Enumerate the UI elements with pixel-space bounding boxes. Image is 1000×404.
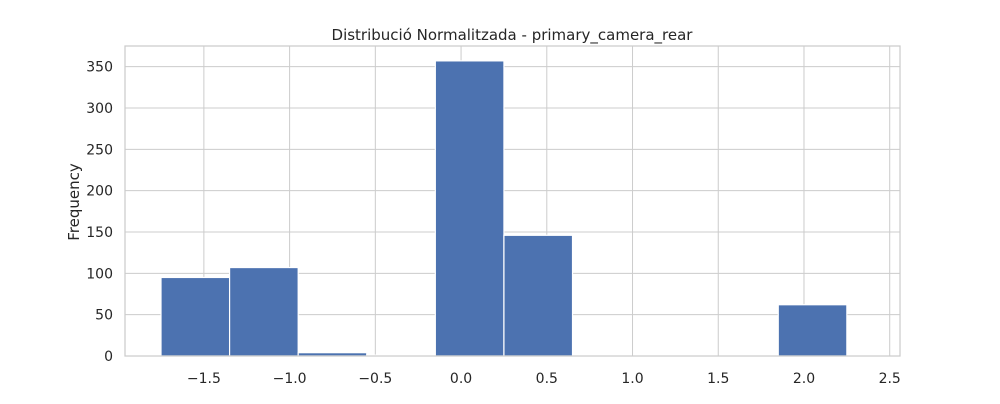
y-tick-label: 0 <box>104 349 113 365</box>
histogram-bars <box>160 60 848 357</box>
y-tick-label: 250 <box>86 142 113 158</box>
x-tick-label: −1.5 <box>187 371 221 387</box>
y-tick-label: 350 <box>86 60 113 76</box>
histogram-bar-1 <box>228 266 299 357</box>
y-axis-label: Frequency <box>65 163 83 241</box>
x-tick-label: −0.5 <box>358 371 392 387</box>
histogram-bar-9 <box>777 304 848 357</box>
y-tick-label: 200 <box>86 184 113 200</box>
x-tick-label: 0.5 <box>536 371 558 387</box>
y-tick-label: 150 <box>86 225 113 241</box>
y-tick-label: 100 <box>86 266 113 282</box>
x-tick-label: 0.0 <box>450 371 472 387</box>
x-tick-label: 1.0 <box>621 371 643 387</box>
x-tick-label: 2.5 <box>879 371 901 387</box>
histogram-bar-0 <box>160 276 231 357</box>
histogram-bar-5 <box>503 234 574 357</box>
x-tick-label: 2.0 <box>793 371 815 387</box>
chart-title: Distribució Normalitzada - primary_camer… <box>332 26 694 45</box>
x-tick-label: −1.0 <box>273 371 307 387</box>
x-tick-label: 1.5 <box>707 371 729 387</box>
y-axis-ticks: 0 50 100 150 200 250 300 350 <box>86 60 113 365</box>
y-tick-label: 300 <box>86 101 113 117</box>
histogram-bar-4 <box>434 60 505 357</box>
x-axis-ticks: −1.5 −1.0 −0.5 0.0 0.5 1.0 1.5 2.0 2.5 <box>187 371 901 387</box>
axes-frame <box>124 45 901 357</box>
y-tick-label: 50 <box>95 308 113 324</box>
